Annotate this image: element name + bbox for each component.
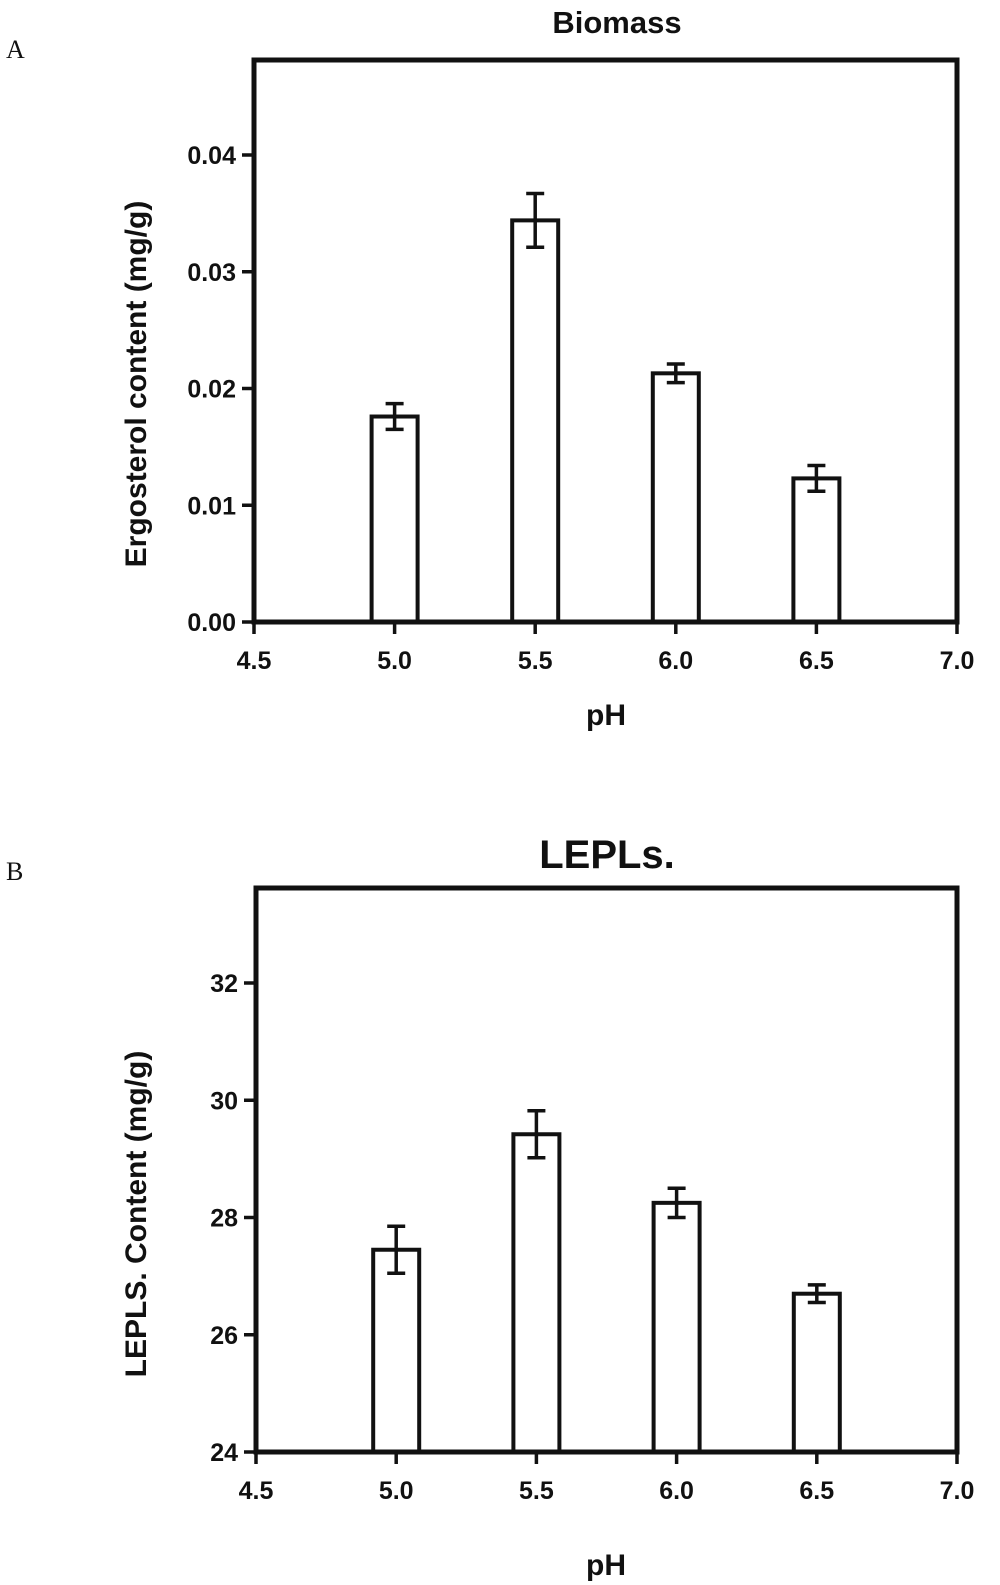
y-tick-label-a-3: 0.02	[187, 376, 236, 404]
x-tick-label-b-3: 5.5	[519, 1477, 554, 1505]
error-bar-a-2	[526, 191, 545, 249]
y-axis-label-b: LEPLS. Content (mg/g)	[120, 1051, 153, 1378]
error-bar-b-1	[387, 1224, 406, 1275]
error-bar-b-2	[527, 1109, 546, 1160]
plot-frame-b	[253, 885, 960, 1455]
y-tick-label-b-5: 32	[210, 970, 238, 998]
bar-group-b	[371, 1132, 842, 1455]
bar-a-4	[791, 476, 842, 624]
y-axis-ticks-b: 24 26 28 30 32	[210, 970, 256, 1467]
error-bar-a-3	[666, 362, 685, 385]
panel-letter-b: B	[6, 857, 23, 886]
error-bar-b-3	[667, 1186, 686, 1220]
bar-b-1	[371, 1247, 422, 1455]
bar-b-4	[791, 1291, 842, 1455]
chart-title-a: Biomass	[552, 5, 681, 40]
error-bar-a-4	[807, 463, 826, 493]
error-bar-a-1	[385, 401, 404, 432]
y-tick-label-b-1: 24	[210, 1439, 238, 1467]
y-tick-label-a-2: 0.01	[187, 492, 236, 520]
x-tick-label-a-6: 7.0	[940, 647, 975, 675]
bar-group-a	[369, 218, 842, 625]
error-bar-group-a	[385, 191, 826, 493]
x-tick-label-a-4: 6.0	[658, 647, 693, 675]
y-axis-ticks-a: 0.00 0.01 0.02 0.03 0.04	[187, 142, 254, 637]
x-tick-label-a-5: 6.5	[799, 647, 834, 675]
x-axis-ticks-a: 4.5 5.0 5.5 6.0 6.5 7.0	[237, 622, 975, 675]
x-tick-label-a-2: 5.0	[377, 647, 412, 675]
x-axis-ticks-b: 4.5 5.0 5.5 6.0 6.5 7.0	[239, 1452, 975, 1505]
x-tick-label-b-6: 7.0	[940, 1477, 975, 1505]
y-tick-label-a-1: 0.00	[187, 609, 236, 637]
bar-a-1	[369, 414, 420, 624]
chart-title-b: LEPLs.	[539, 833, 675, 877]
x-tick-label-b-2: 5.0	[379, 1477, 414, 1505]
bar-b-2	[511, 1132, 562, 1454]
x-axis-label-a: pH	[586, 699, 626, 732]
x-tick-label-b-1: 4.5	[239, 1477, 274, 1505]
y-tick-label-a-4: 0.03	[187, 259, 236, 287]
error-bar-group-b	[387, 1109, 826, 1305]
error-bar-b-4	[807, 1283, 826, 1305]
y-tick-label-b-2: 26	[210, 1322, 238, 1350]
y-tick-label-b-4: 30	[210, 1087, 238, 1115]
x-tick-label-b-4: 6.0	[659, 1477, 694, 1505]
chart-panel-b: B LEPLs. 24 26 28 30 32 4.5 5.0 5.5 6.0 6.5 7.0 p…	[6, 833, 974, 1582]
y-tick-label-b-3: 28	[210, 1205, 238, 1233]
x-tick-label-b-5: 6.5	[799, 1477, 834, 1505]
x-axis-label-b: pH	[586, 1549, 626, 1582]
bar-a-2	[510, 218, 561, 624]
plot-frame-a	[251, 57, 960, 625]
x-tick-label-a-3: 5.5	[518, 647, 553, 675]
bar-b-3	[651, 1200, 702, 1454]
y-axis-label-a: Ergosterol content (mg/g)	[120, 201, 153, 568]
x-tick-label-a-1: 4.5	[237, 647, 272, 675]
y-tick-label-a-5: 0.04	[187, 142, 236, 170]
bar-a-3	[650, 371, 701, 625]
chart-panel-a: A Biomass 0.00 0.01 0.02 0.03 0.04 4.5 5.0 5.5…	[6, 5, 974, 732]
panel-letter-a: A	[6, 35, 25, 64]
